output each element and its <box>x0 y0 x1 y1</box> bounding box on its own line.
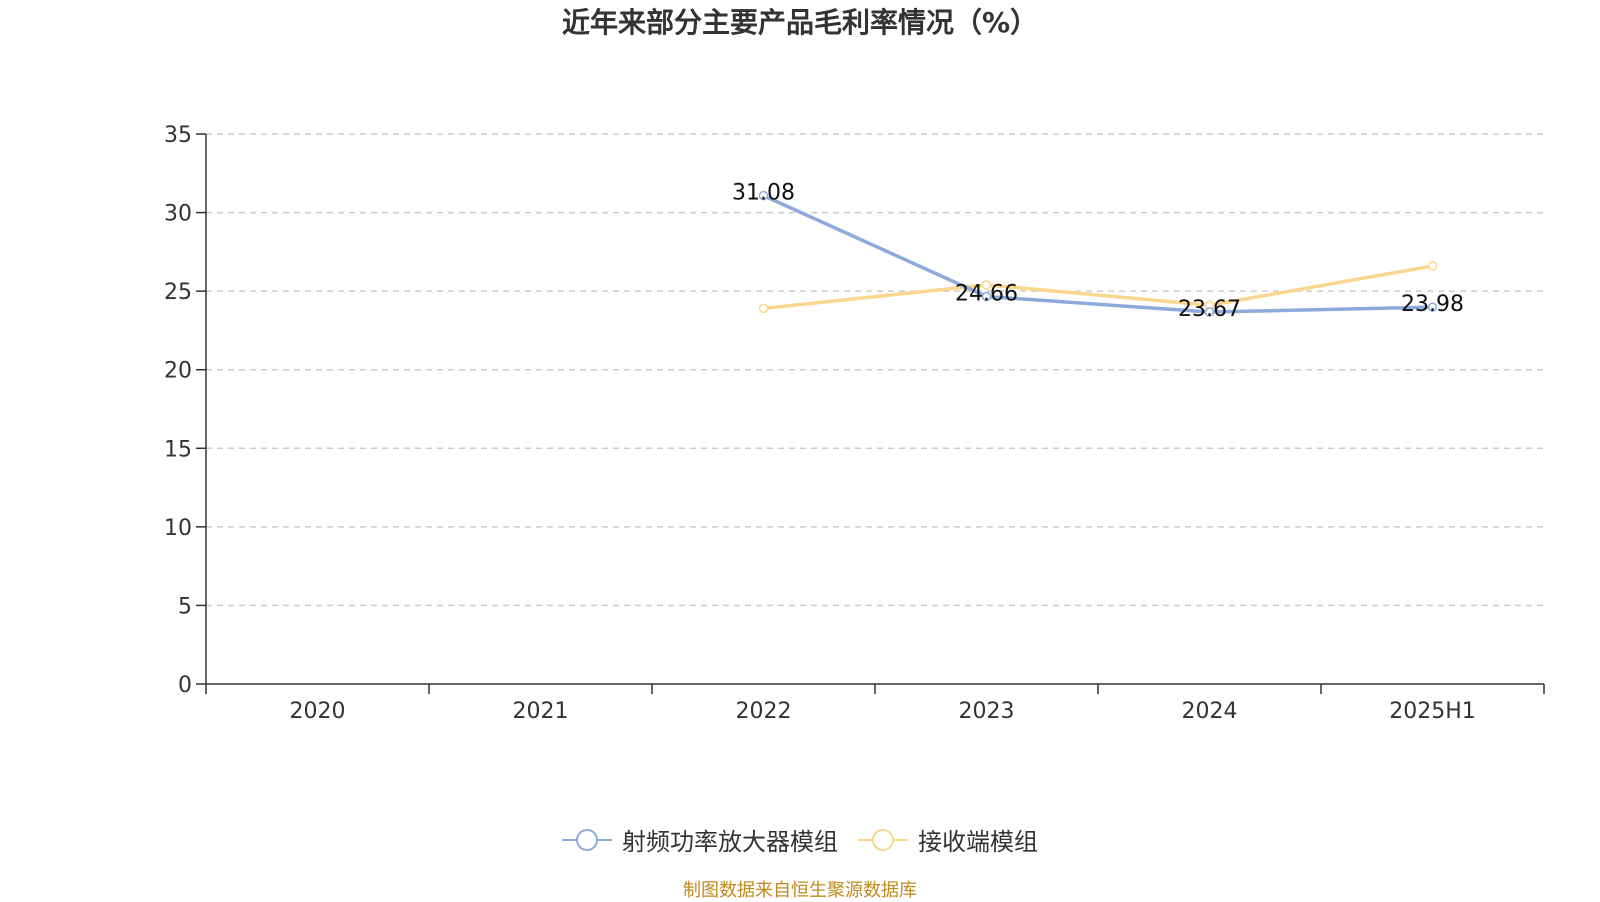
x-tick-label: 2022 <box>736 699 792 724</box>
data-point-series-2 <box>981 280 992 290</box>
x-tick-label: 2020 <box>290 699 346 724</box>
data-point-series-2 <box>758 303 769 314</box>
data-point-series-1 <box>1204 307 1215 317</box>
series-line-2 <box>763 264 1433 311</box>
y-tick-label: 30 <box>164 202 192 227</box>
y-tick-label: 20 <box>164 359 192 384</box>
data-point-series-1 <box>758 190 769 201</box>
legend-marker-series-1-icon <box>562 828 612 851</box>
x-tick-label: 2023 <box>959 699 1015 724</box>
series-line-1 <box>762 194 1433 314</box>
data-point-series-1 <box>981 291 992 302</box>
x-tick-label: 2021 <box>513 699 569 724</box>
y-tick-label: 10 <box>164 516 192 541</box>
legend-marker-series-2-icon <box>858 828 908 851</box>
legend: 射频功率放大器模组 接收端模组 <box>0 822 1600 857</box>
data-label-series-1: 31.08 <box>732 181 795 206</box>
legend-item-series-1[interactable]: 射频功率放大器模组 <box>562 822 838 857</box>
x-tick-label: 2025H1 <box>1389 699 1476 724</box>
y-tick-label: 25 <box>164 280 192 305</box>
data-label-series-1: 23.98 <box>1401 292 1464 317</box>
y-tick-label: 35 <box>164 123 192 148</box>
legend-label-series-1: 射频功率放大器模组 <box>622 828 838 856</box>
y-tick-label: 0 <box>178 673 192 698</box>
data-label-series-1: 23.67 <box>1178 297 1241 322</box>
y-tick-label: 5 <box>178 594 192 619</box>
legend-label-series-2: 接收端模组 <box>918 828 1038 856</box>
data-point-series-2 <box>1427 261 1438 271</box>
x-tick-label: 2024 <box>1182 699 1238 724</box>
legend-item-series-2[interactable]: 接收端模组 <box>858 822 1038 857</box>
chart-title: 近年来部分主要产品毛利率情况（%） <box>561 6 1039 39</box>
source-note: 制图数据来自恒生聚源数据库 <box>683 880 917 901</box>
data-point-series-1 <box>1427 302 1438 312</box>
y-tick-label: 15 <box>164 437 192 462</box>
data-label-series-1: 24.66 <box>955 281 1018 306</box>
